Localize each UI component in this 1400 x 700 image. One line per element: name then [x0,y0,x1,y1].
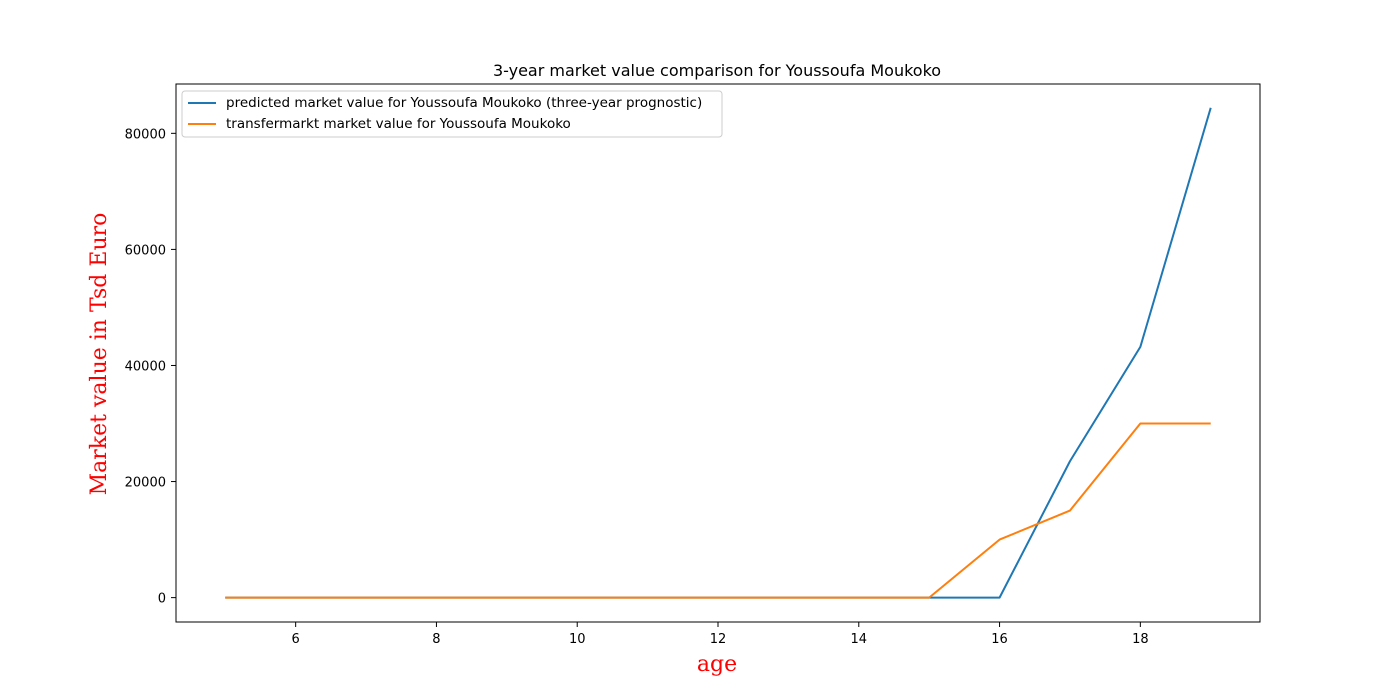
series-layer [225,107,1212,599]
legend-box [181,90,723,138]
chart-title: 3-year market value comparison for Youss… [493,61,941,80]
y-tick-label: 40000 [125,359,166,374]
x-tick-label: 18 [1132,632,1149,647]
x-tick-label: 8 [432,632,440,647]
y-tick-label: 60000 [125,243,166,258]
legend-label-predicted: predicted market value for Youssoufa Mou… [226,95,702,111]
series-line-predicted [225,107,1212,599]
series-line-transfermarkt [225,422,1211,599]
legend-label-transfermarkt: transfermarkt market value for Youssoufa… [226,116,571,132]
y-axis: 0 20000 40000 60000 80000 [125,127,176,607]
y-tick-label: 0 [158,592,166,607]
x-tick-label: 6 [292,632,300,647]
x-tick-label: 10 [569,632,586,647]
x-tick-label: 12 [710,632,727,647]
plot-area [175,83,1261,623]
y-tick-label: 20000 [125,476,166,491]
x-axis-label: age [697,652,737,677]
y-axis-label: Market value in Tsd Euro [87,213,112,496]
x-tick-label: 14 [851,632,868,647]
legend: predicted market value for Youssoufa Mou… [181,90,723,138]
y-tick-label: 80000 [125,127,166,142]
x-axis: 6 8 10 12 14 16 18 [292,622,1149,647]
x-tick-label: 16 [991,632,1008,647]
